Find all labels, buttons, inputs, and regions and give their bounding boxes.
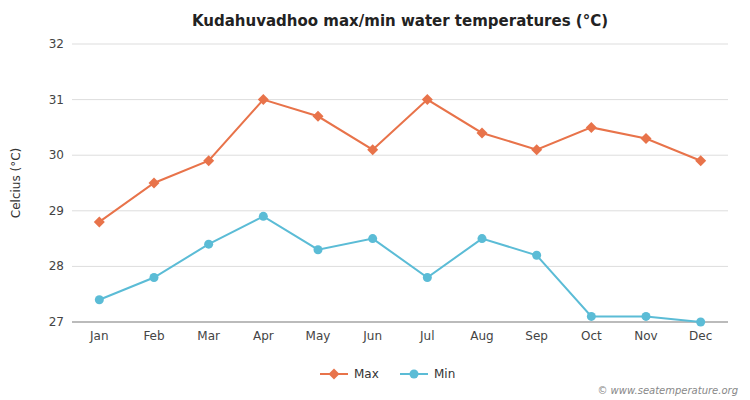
data-point: [642, 312, 651, 321]
y-tick-label: 29: [49, 204, 64, 218]
x-tick-label: Sep: [525, 329, 548, 343]
x-tick-label: Oct: [581, 329, 602, 343]
x-tick-label: May: [306, 329, 331, 343]
data-point: [259, 212, 268, 221]
data-point: [478, 234, 487, 243]
x-tick-label: Nov: [634, 329, 657, 343]
x-axis-line: [72, 322, 728, 323]
data-point: [423, 273, 432, 282]
data-point: [696, 318, 705, 327]
x-tick-label: Feb: [143, 329, 164, 343]
data-point: [204, 240, 213, 249]
legend-item: Min: [400, 367, 455, 381]
grid-line: [72, 155, 728, 156]
legend-marker: [410, 370, 419, 379]
legend: Max Min: [320, 367, 455, 381]
x-tick-label: Aug: [470, 329, 493, 343]
data-point: [149, 178, 160, 189]
series: [95, 212, 705, 327]
chart-svg: 27 28 29 30 31 32 Jan Feb Mar Apr May Jun Jul Aug Sep O…: [0, 0, 750, 400]
y-grid: 27 28 29 30 31 32: [49, 37, 728, 329]
plot-area: [94, 94, 706, 326]
series: [94, 94, 706, 227]
grid-line: [72, 44, 728, 45]
data-point: [95, 295, 104, 304]
data-point: [477, 127, 488, 138]
chart-container: 27 28 29 30 31 32 Jan Feb Mar Apr May Jun Jul Aug Sep O…: [0, 0, 750, 400]
data-point: [422, 94, 433, 105]
data-point: [368, 234, 377, 243]
grid-line: [72, 322, 728, 323]
x-tick-label: Apr: [253, 329, 274, 343]
data-point: [695, 155, 706, 166]
data-point: [94, 216, 105, 227]
legend-marker: [329, 369, 340, 380]
series-line: [99, 216, 700, 322]
series-line: [99, 100, 700, 222]
grid-line: [72, 99, 728, 100]
y-tick-label: 28: [49, 259, 64, 273]
legend-item: Max: [320, 367, 379, 381]
data-point: [367, 144, 378, 155]
data-point: [532, 251, 541, 260]
data-point: [641, 133, 652, 144]
grid-line: [72, 210, 728, 211]
data-point: [258, 94, 269, 105]
legend-label: Max: [354, 367, 379, 381]
y-axis-label: Celcius (°C): [9, 148, 23, 218]
y-tick-label: 27: [49, 315, 64, 329]
y-tick-label: 32: [49, 37, 64, 51]
data-point: [531, 144, 542, 155]
data-point: [203, 155, 214, 166]
x-tick-label: Jun: [362, 329, 382, 343]
legend-label: Min: [434, 367, 455, 381]
x-tick-label: Mar: [197, 329, 220, 343]
data-point: [150, 273, 159, 282]
chart-title: Kudahuvadhoo max/min water temperatures …: [192, 12, 608, 30]
data-point: [313, 111, 324, 122]
x-axis: Jan Feb Mar Apr May Jun Jul Aug Sep Oct Nov Dec: [89, 329, 712, 343]
x-tick-label: Dec: [689, 329, 712, 343]
y-tick-label: 31: [49, 93, 64, 107]
x-tick-label: Jan: [89, 329, 109, 343]
x-tick-label: Jul: [419, 329, 434, 343]
y-tick-label: 30: [49, 148, 64, 162]
data-point: [586, 122, 597, 133]
data-point: [587, 312, 596, 321]
data-point: [314, 245, 323, 254]
watermark: © www.seatemperature.org: [597, 385, 738, 396]
